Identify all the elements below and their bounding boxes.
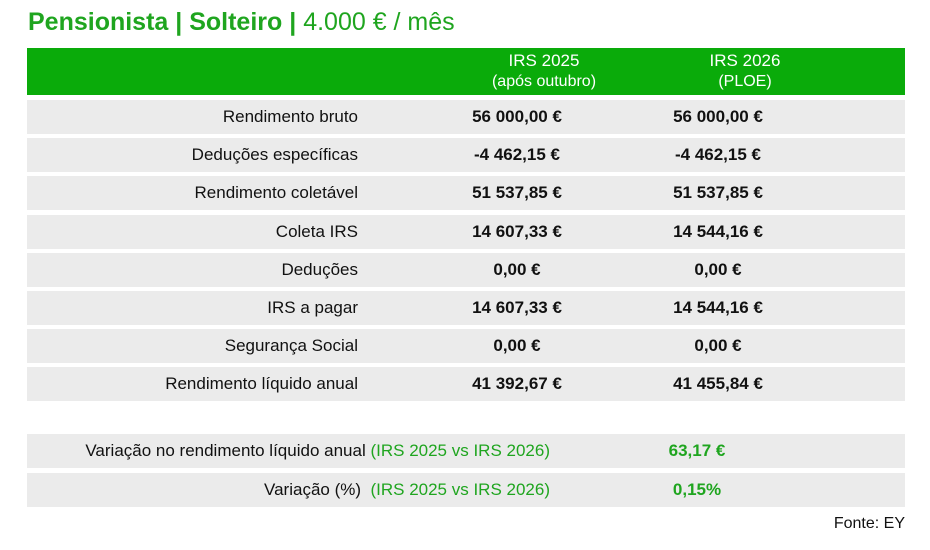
row-label: Deduções específicas <box>191 145 358 165</box>
row-label: Deduções <box>281 259 358 279</box>
table-row: Deduções 0,00 € 0,00 € <box>27 252 905 287</box>
summary-note: (IRS 2025 vs IRS 2026) <box>370 480 550 499</box>
summary-label: Variação no rendimento líquido anual (IR… <box>85 434 550 468</box>
header-subtitle: (após outubro) <box>491 73 597 90</box>
table-row: IRS a pagar 14 607,33 € 14 544,16 € <box>27 291 905 325</box>
summary-label-text: Variação no rendimento líquido anual <box>85 441 366 460</box>
value-irs-2026: 0,00 € <box>694 259 742 279</box>
table-row: Rendimento coletável 51 537,85 € 51 537,85… <box>27 176 905 211</box>
table-header: IRS 2025 (após outubro) IRS 2026 (PLOE) <box>27 48 905 95</box>
table-row: Rendimento bruto 56 000,00 € 56 000,00 € <box>27 100 905 134</box>
row-label: Segurança Social <box>224 336 358 356</box>
page-title: Pensionista | Solteiro | 4.000 € / mês <box>28 8 455 37</box>
header-title: IRS 2025 <box>508 51 580 70</box>
header-title: IRS 2026 <box>709 51 781 70</box>
table-row: Coleta IRS 14 607,33 € 14 544,16 € <box>27 214 905 249</box>
value-irs-2026: -4 462,15 € <box>674 145 761 165</box>
title-separator: | <box>282 8 304 36</box>
value-irs-2026: 14 544,16 € <box>673 221 763 241</box>
summary-value: 0,15% <box>672 480 722 499</box>
value-irs-2025: 56 000,00 € <box>472 107 562 126</box>
header-irs-2026: IRS 2026 (PLOE) <box>645 50 845 92</box>
summary-label-text: Variação (%) <box>264 480 362 499</box>
header-irs-2025: IRS 2025 (após outubro) <box>444 50 644 92</box>
value-irs-2026: 41 455,84 € <box>673 374 763 394</box>
header-subtitle: (PLOE) <box>718 73 772 90</box>
value-irs-2026: 14 544,16 € <box>673 298 763 317</box>
value-irs-2025: 0,00 € <box>493 259 541 279</box>
table-row: Rendimento líquido anual 41 392,67 € 41 45… <box>27 367 905 402</box>
table-row: Segurança Social 0,00 € 0,00 € <box>27 329 905 364</box>
value-irs-2026: 0,00 € <box>694 336 742 356</box>
value-irs-2025: -4 462,15 € <box>473 145 560 165</box>
value-irs-2025: 41 392,67 € <box>472 374 562 394</box>
summary-label: Variação (%) (IRS 2025 vs IRS 2026) <box>264 473 550 507</box>
value-irs-2025: 14 607,33 € <box>472 298 562 317</box>
source-note: Fonte: EY <box>833 515 905 532</box>
value-irs-2025: 0,00 € <box>493 336 541 356</box>
title-income: 4.000 € / mês <box>303 8 455 36</box>
value-irs-2025: 51 537,85 € <box>472 183 562 203</box>
row-label: Rendimento líquido anual <box>165 374 358 394</box>
summary-value: 63,17 € <box>668 441 726 460</box>
summary-row-variation-percent: Variação (%) (IRS 2025 vs IRS 2026) 0,15… <box>27 473 905 507</box>
summary-note: (IRS 2025 vs IRS 2026) <box>370 441 550 460</box>
summary-row-variation: Variação no rendimento líquido anual (IR… <box>27 434 905 468</box>
row-label: Rendimento bruto <box>222 107 358 126</box>
value-irs-2025: 14 607,33 € <box>472 221 562 241</box>
row-label: IRS a pagar <box>267 298 358 317</box>
title-category: Pensionista <box>28 8 169 36</box>
title-status: Solteiro <box>189 8 283 36</box>
table-row: Deduções específicas -4 462,15 € -4 462,15… <box>27 138 905 173</box>
value-irs-2026: 51 537,85 € <box>673 183 763 203</box>
title-separator: | <box>168 8 190 36</box>
row-label: Rendimento coletável <box>194 183 358 203</box>
value-irs-2026: 56 000,00 € <box>673 107 763 126</box>
row-label: Coleta IRS <box>275 221 358 241</box>
